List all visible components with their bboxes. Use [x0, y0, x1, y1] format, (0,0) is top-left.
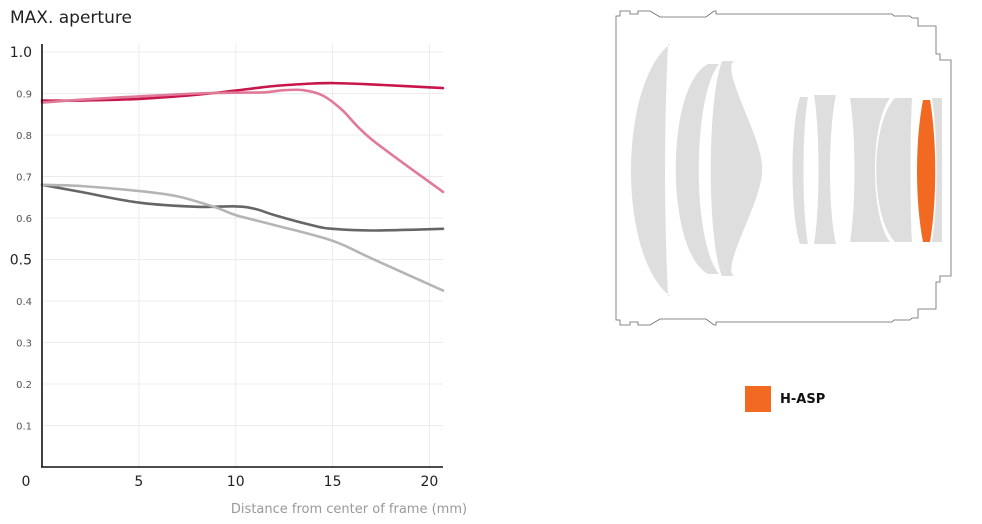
lens-element-6 — [850, 98, 890, 242]
x-tick-labels: 0 5 10 15 20 — [22, 474, 439, 490]
legend-swatch-h-asp — [745, 386, 771, 412]
lens-element-5 — [814, 95, 836, 244]
y-tick-label: 0.4 — [16, 297, 32, 308]
lens-element-8-h-asp — [917, 100, 936, 242]
lens-element-7 — [876, 98, 912, 242]
grid-layer — [42, 44, 443, 467]
legend-label-h-asp: H-ASP — [780, 391, 826, 407]
series-layer — [40, 81, 445, 292]
x-tick-label: 5 — [134, 474, 143, 490]
lens-element-2 — [675, 64, 719, 274]
y-tick-label: 0.8 — [16, 131, 32, 142]
mtf-chart: 0.10.20.30.40.50.60.70.80.91.0 0 5 10 15 20 … — [10, 44, 467, 517]
lens-element-3 — [710, 61, 763, 276]
y-tick-label: 1.0 — [10, 45, 32, 61]
x-tick-label: 10 — [227, 474, 245, 490]
y-tick-label: 0.3 — [16, 339, 32, 350]
lens-element-4 — [792, 97, 808, 244]
lens-element-9 — [932, 98, 942, 242]
x-tick-label: 20 — [421, 474, 439, 490]
series-line-4 — [40, 183, 445, 292]
lens-barrel-outline — [615, 10, 952, 326]
series-line-1 — [40, 81, 445, 102]
lens-element-1 — [631, 44, 670, 296]
y-tick-labels: 0.1 0.2 0.3 0.4 0.5 0.6 0.7 0.8 0.9 1.0 — [10, 45, 32, 433]
y-tick-label: 0.9 — [16, 90, 32, 101]
x-tick-label: 15 — [324, 474, 342, 490]
y-tick-label: 0.2 — [16, 380, 32, 391]
y-tick-label: 0.5 — [10, 253, 32, 269]
x-axis-label: Distance from center of frame (mm) — [231, 502, 467, 517]
series-line-3 — [40, 183, 445, 232]
x-tick-label: 0 — [22, 474, 31, 490]
y-tick-label: 0.1 — [16, 422, 32, 433]
chart-title: MAX. aperture — [10, 8, 132, 28]
lens-construction-diagram — [615, 10, 952, 326]
legend: H-ASP — [745, 386, 825, 412]
y-tick-label: 0.7 — [16, 173, 32, 184]
y-tick-label: 0.6 — [16, 214, 32, 225]
series-line-2 — [40, 88, 445, 194]
